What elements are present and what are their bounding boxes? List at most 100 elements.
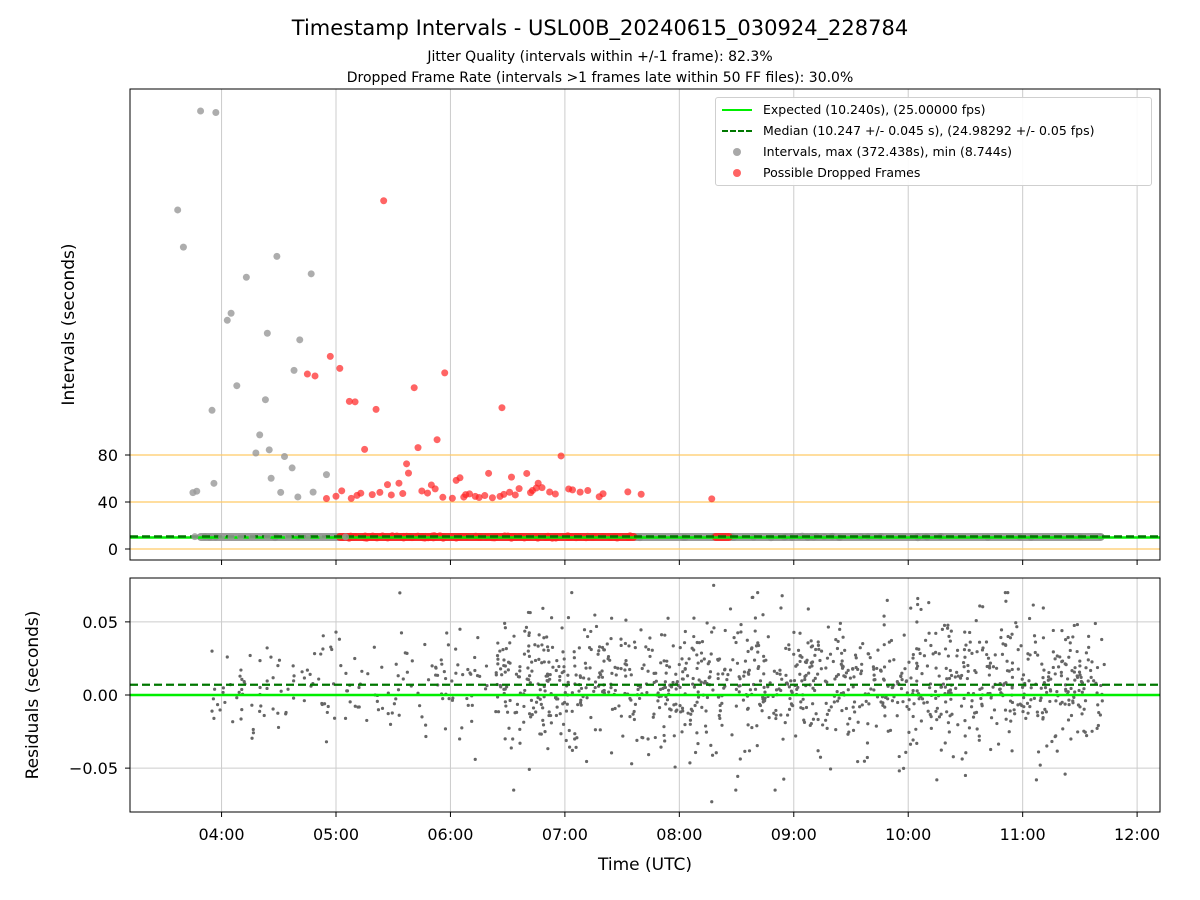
residual-point [512, 634, 516, 638]
residual-point [948, 688, 952, 692]
residual-point [570, 591, 574, 595]
residual-point [597, 649, 601, 653]
residual-point [302, 676, 307, 680]
residual-point [882, 643, 886, 647]
residual-point [638, 696, 642, 701]
residual-point [789, 679, 793, 683]
interval-point-18 [307, 270, 315, 278]
residual-point [840, 666, 845, 670]
dropped-frame-point-65 [507, 473, 515, 481]
residual-point [975, 727, 979, 731]
residual-point [607, 690, 611, 694]
residual-point [1003, 708, 1008, 712]
residual-outlier-10 [343, 716, 348, 721]
interval-point-35 [303, 533, 311, 541]
residual-point [756, 650, 760, 654]
residual-point [778, 668, 782, 672]
residual-point [783, 721, 787, 725]
residual-point [738, 684, 742, 688]
residual-point [801, 697, 805, 701]
residual-point [353, 704, 357, 708]
residual-point [469, 672, 473, 676]
residual-point [276, 664, 280, 668]
residual-point [1075, 649, 1079, 654]
residual-point [635, 738, 639, 742]
residual-point [593, 680, 598, 684]
residual-point [799, 706, 803, 710]
residual-point [907, 698, 911, 702]
residual-point [353, 656, 357, 661]
residual-outlier-6 [319, 652, 323, 656]
residual-point [920, 697, 925, 701]
residual-point [824, 718, 828, 722]
residual-point [1021, 673, 1026, 677]
residual-point [1090, 729, 1094, 733]
residual-point [795, 687, 799, 691]
dropped-frame-point-14 [523, 469, 531, 477]
residual-point [798, 672, 802, 676]
residual-point [1032, 696, 1036, 700]
residual-point [1089, 668, 1093, 673]
residual-point [1085, 734, 1089, 738]
residual-point [895, 679, 899, 684]
residual-point [785, 682, 790, 686]
legend-expected-label: Expected (10.240s), (25.00000 fps) [763, 102, 986, 117]
residual-point [663, 739, 667, 743]
residual-point [1035, 710, 1039, 714]
residual-point [703, 724, 708, 728]
residual-point [923, 638, 928, 642]
interval-point-21 [277, 488, 285, 496]
dropped-frame-point-13 [498, 404, 506, 412]
residual-point [673, 765, 677, 769]
residual-point [916, 602, 920, 607]
residual-point [337, 637, 342, 641]
residual-point [527, 712, 532, 716]
dropped-frame-point-28 [481, 492, 489, 500]
residual-point [746, 649, 750, 654]
residual-point [663, 633, 667, 637]
interval-point-16 [273, 252, 281, 260]
dropped-frame-point-44 [418, 487, 426, 495]
residual-point [582, 676, 586, 680]
interval-point-31 [237, 533, 245, 541]
residual-point [235, 696, 239, 700]
dropped-frame-point-38 [708, 495, 716, 503]
residual-point [584, 686, 588, 690]
residual-point [1084, 651, 1088, 655]
xtick-label-7: 11:00 [1000, 825, 1046, 844]
residual-point [1059, 670, 1063, 674]
residual-point [918, 651, 922, 656]
intervals-ytick-label-1: 40 [98, 493, 118, 512]
residual-point [546, 747, 550, 751]
residual-point [632, 640, 637, 644]
residual-point [494, 673, 498, 677]
residual-point [1051, 650, 1055, 654]
residual-point [401, 677, 405, 681]
residual-point [872, 673, 876, 677]
interval-point-2 [174, 206, 182, 214]
residual-point [396, 688, 401, 692]
residual-point [527, 631, 531, 635]
residual-point [1055, 654, 1059, 658]
residual-point [817, 647, 821, 651]
residual-point [447, 697, 451, 701]
residual-point [506, 710, 510, 714]
interval-point-11 [252, 449, 260, 457]
residual-point [589, 629, 593, 634]
residual-point [987, 673, 991, 677]
residual-point [527, 633, 531, 638]
residual-point [798, 659, 802, 664]
residual-point [284, 712, 288, 716]
residual-point [390, 711, 394, 715]
residual-point [905, 705, 909, 709]
residual-point [529, 698, 534, 702]
dropped-frame-point-46 [448, 494, 456, 502]
dropped-frame-point-48 [466, 490, 474, 498]
residual-point [503, 664, 507, 668]
residual-point [1054, 734, 1058, 738]
residual-point [1010, 749, 1014, 753]
residual-point [628, 696, 632, 701]
residual-point [366, 672, 370, 676]
residual-point [640, 666, 644, 671]
residual-point [503, 621, 507, 625]
